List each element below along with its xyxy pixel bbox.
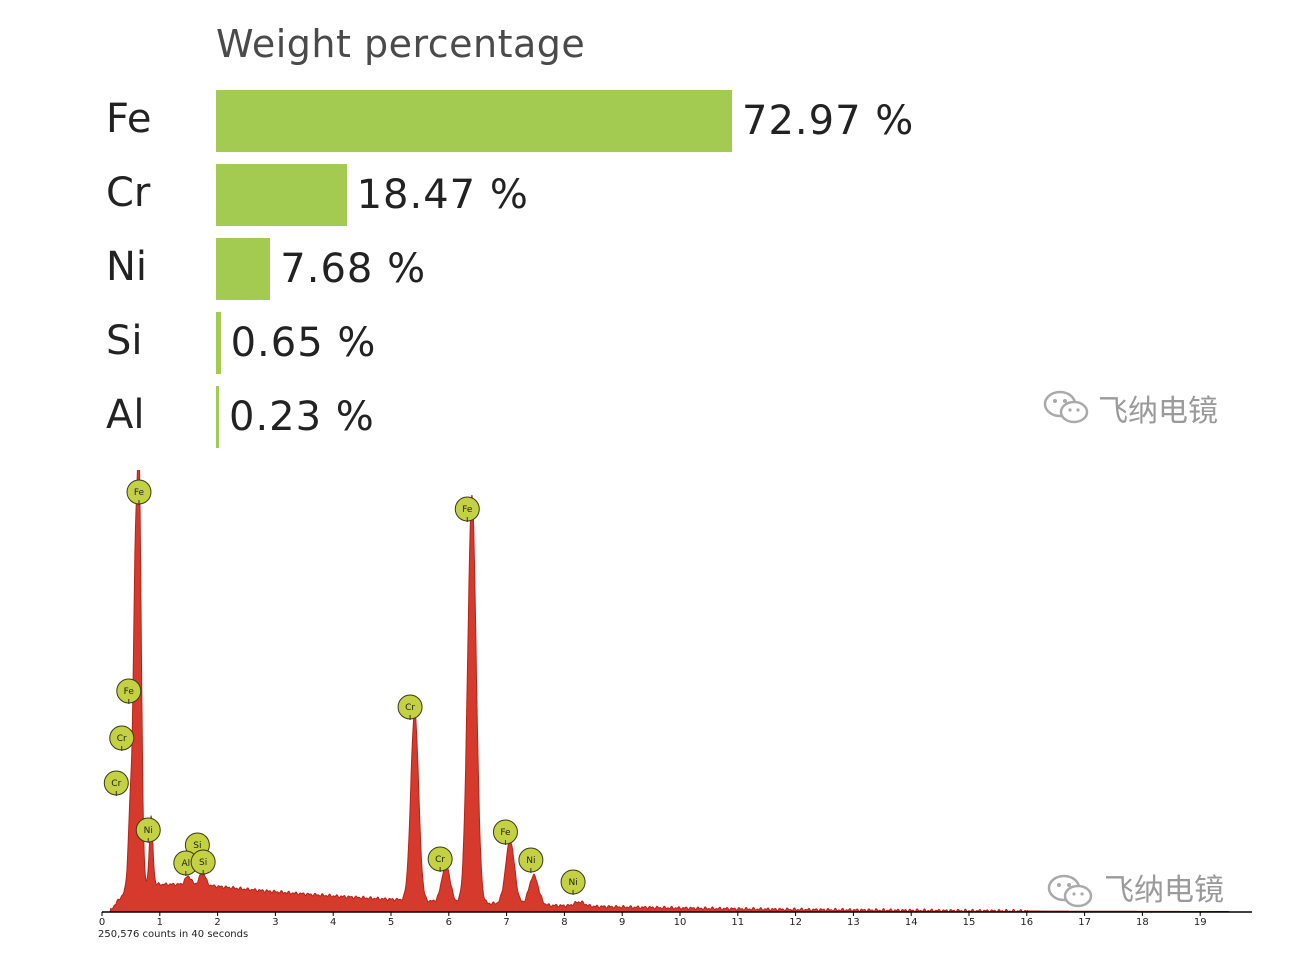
x-tick-label: 7 (503, 917, 509, 928)
x-axis-ticks: 0 1 2 3 4 5 6 7 8 9 10 11 12 13 14 15 16 17 18 19 (99, 912, 1207, 928)
spectrum-area (102, 470, 1231, 913)
eds-spectrum-chart: 0 1 2 3 4 5 6 7 8 9 10 11 12 13 14 15 16 17 18 19 FeFeCrCrN… (98, 470, 1252, 940)
wechat-icon (1047, 874, 1093, 908)
peak-label-si: Si (190, 849, 216, 875)
x-tick-label: 19 (1194, 917, 1207, 928)
bar (216, 312, 221, 374)
bar-row: Ni 7.68 % (0, 238, 1000, 300)
peak-label-text: Si (193, 841, 201, 851)
peak-label-text: Fe (134, 488, 145, 498)
peak-label-text: Cr (435, 855, 445, 865)
bar-row: Cr 18.47 % (0, 164, 1000, 226)
bar-chart-title: Weight percentage (216, 22, 586, 66)
counts-footer: 250,576 counts in 40 seconds (98, 929, 248, 940)
x-tick-label: 14 (905, 917, 918, 928)
peak-label-text: Ni (568, 878, 577, 888)
peak-label-text: Fe (500, 828, 511, 838)
peak-label-ni: Ni (135, 817, 161, 843)
x-tick-label: 4 (330, 917, 336, 928)
x-tick-label: 15 (963, 917, 976, 928)
watermark-bottom: 飞纳电镜 (1047, 873, 1224, 908)
bar (216, 238, 271, 300)
bar-value-label: 0.65 % (230, 320, 377, 366)
bar-category-label: Si (106, 318, 143, 364)
x-tick-label: 10 (674, 917, 687, 928)
x-tick-label: 1 (157, 917, 163, 928)
x-tick-label: 12 (789, 917, 802, 928)
bar (216, 164, 347, 226)
bar-row: Si 0.65 % (0, 312, 1000, 374)
peak-label-fe: Fe (116, 678, 142, 704)
watermark-text: 飞纳电镜 (1098, 394, 1218, 429)
watermark-top: 飞纳电镜 (1042, 386, 1218, 430)
bar (216, 386, 219, 448)
peak-label-text: Cr (405, 703, 415, 713)
peak-label-text: Si (199, 858, 207, 868)
peak-label-text: Fe (462, 505, 473, 515)
bar-row: Al 0.23 % (0, 386, 1000, 448)
peak-label-cr: Cr (427, 846, 453, 872)
x-tick-label: 6 (446, 917, 452, 928)
watermark-text: 飞纳电镜 (1104, 873, 1224, 908)
bar-category-label: Cr (106, 170, 151, 216)
bar-category-label: Ni (106, 244, 148, 290)
peak-label-text: Fe (124, 687, 135, 697)
x-tick-label: 3 (272, 917, 278, 928)
x-tick-label: 5 (388, 917, 394, 928)
bar-category-label: Al (106, 392, 145, 438)
wechat-icon (1043, 390, 1089, 424)
x-tick-label: 8 (561, 917, 567, 928)
bar-value-label: 0.23 % (229, 394, 375, 440)
peak-label-cr: Cr (397, 694, 423, 720)
bar (216, 90, 732, 152)
peak-label-ni: Ni (518, 847, 544, 873)
x-tick-label: 11 (731, 917, 744, 928)
bar-row: Fe 72.97 % (0, 90, 1000, 152)
bar-value-label: 7.68 % (280, 246, 427, 292)
peak-label-ni: Ni (560, 869, 586, 895)
x-tick-label: 13 (847, 917, 860, 928)
peak-label-text: Cr (117, 734, 127, 744)
x-tick-label: 18 (1136, 917, 1149, 928)
x-tick-label: 0 (99, 917, 105, 928)
x-tick-label: 9 (619, 917, 625, 928)
peak-label-text: Ni (526, 856, 535, 866)
x-tick-label: 2 (214, 917, 220, 928)
x-tick-label: 16 (1020, 917, 1033, 928)
peak-label-cr: Cr (103, 770, 129, 796)
peak-label-text: Al (181, 859, 190, 869)
weight-percentage-chart: Weight percentage Fe 72.97 % Cr 18.47 % Ni 7.… (0, 0, 1308, 460)
peak-label-fe: Fe (126, 479, 152, 505)
peak-label-cr: Cr (109, 725, 135, 751)
peak-label-text: Cr (111, 779, 121, 789)
bar-value-label: 18.47 % (356, 172, 529, 218)
peak-label-text: Ni (144, 826, 153, 836)
bar-value-label: 72.97 % (742, 98, 915, 144)
x-tick-label: 17 (1078, 917, 1091, 928)
bar-category-label: Fe (106, 96, 152, 142)
peak-label-fe: Fe (454, 496, 480, 522)
peak-label-fe: Fe (492, 819, 518, 845)
